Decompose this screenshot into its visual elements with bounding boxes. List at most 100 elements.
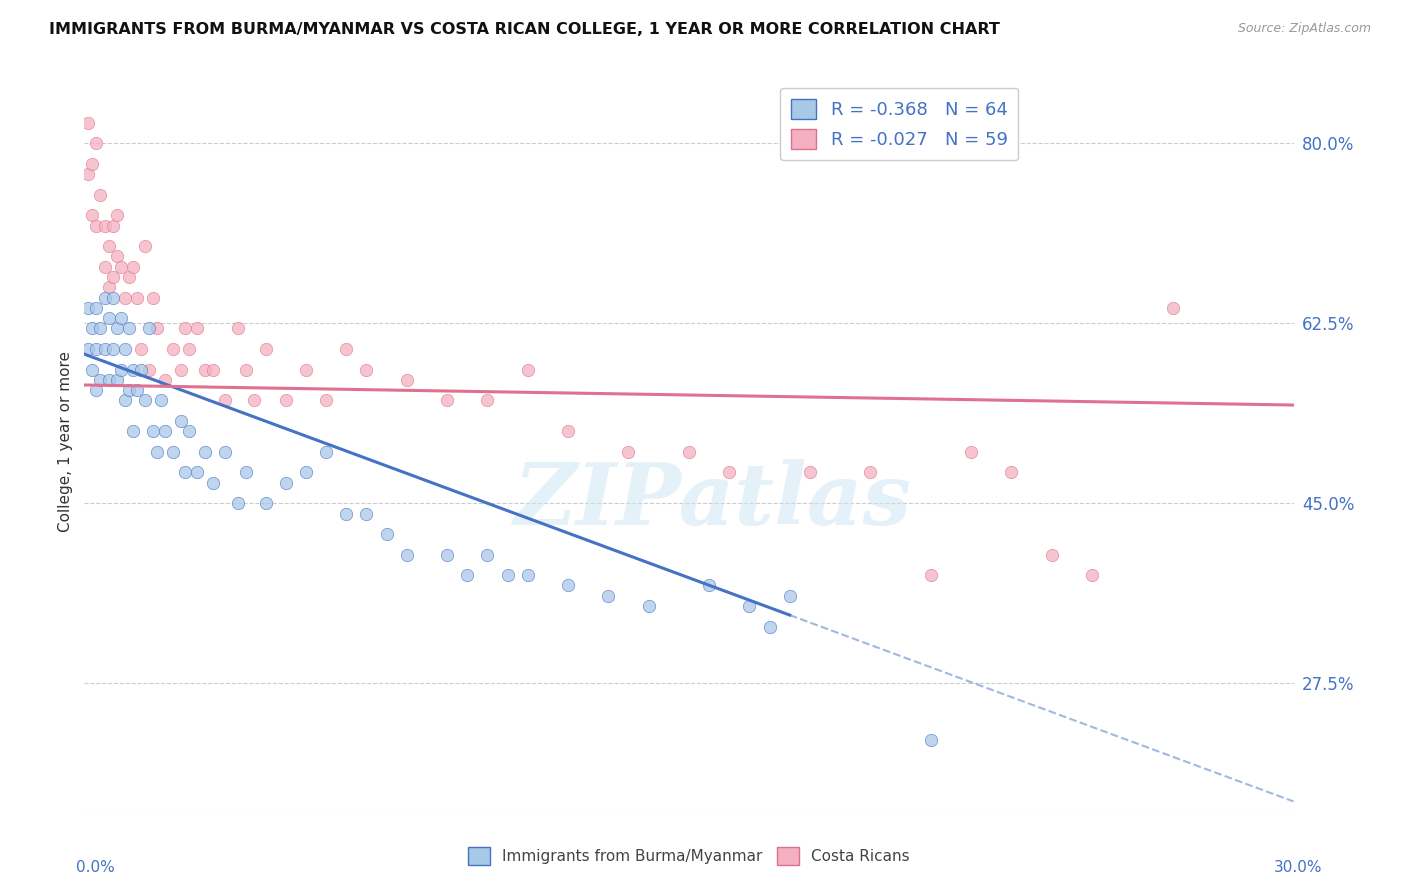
Point [356, 507, 378, 521]
Point [235, 466, 257, 480]
Point [477, 548, 499, 562]
Point [146, 321, 169, 335]
Point [138, 362, 160, 376]
Point [105, 321, 128, 335]
Point [110, 260, 132, 274]
Point [101, 219, 124, 233]
Point [93, 219, 115, 233]
Point [179, 342, 201, 356]
Point [97, 311, 120, 326]
Point [142, 291, 165, 305]
Point [82, 208, 104, 222]
Point [86, 219, 108, 233]
Point [110, 362, 132, 376]
Point [194, 445, 217, 459]
Point [129, 342, 152, 356]
Point [121, 260, 143, 274]
Point [105, 208, 128, 222]
Point [125, 291, 148, 305]
Point [202, 362, 225, 376]
Point [202, 475, 225, 490]
Point [114, 342, 136, 356]
Point [86, 136, 108, 151]
Point [170, 362, 193, 376]
Point [395, 373, 418, 387]
Point [86, 342, 108, 356]
Point [153, 424, 176, 438]
Point [121, 424, 143, 438]
Point [93, 342, 115, 356]
Point [214, 393, 236, 408]
Point [758, 619, 780, 633]
Point [114, 291, 136, 305]
Point [516, 568, 538, 582]
Point [920, 568, 942, 582]
Point [214, 445, 236, 459]
Point [295, 466, 318, 480]
Point [162, 445, 184, 459]
Point [226, 496, 249, 510]
Point [97, 239, 120, 253]
Point [162, 342, 184, 356]
Point [170, 414, 193, 428]
Point [101, 342, 124, 356]
Point [375, 527, 398, 541]
Point [718, 466, 741, 480]
Point [960, 445, 983, 459]
Point [77, 301, 100, 315]
Point [179, 424, 201, 438]
Point [395, 548, 418, 562]
Text: 0.0%: 0.0% [76, 860, 115, 874]
Point [93, 260, 115, 274]
Text: 30.0%: 30.0% [1274, 860, 1322, 874]
Point [1081, 568, 1104, 582]
Point [93, 291, 115, 305]
Point [678, 445, 700, 459]
Text: ZIPatlas: ZIPatlas [515, 459, 912, 542]
Point [235, 362, 257, 376]
Point [174, 321, 197, 335]
Point [315, 445, 337, 459]
Point [121, 362, 143, 376]
Point [226, 321, 249, 335]
Point [1000, 466, 1022, 480]
Point [456, 568, 478, 582]
Point [118, 270, 141, 285]
Point [557, 578, 579, 592]
Point [82, 157, 104, 171]
Point [274, 393, 297, 408]
Point [335, 507, 357, 521]
Point [142, 424, 165, 438]
Point [97, 280, 120, 294]
Point [356, 362, 378, 376]
Point [254, 496, 277, 510]
Point [89, 187, 111, 202]
Point [77, 167, 100, 181]
Point [86, 383, 108, 397]
Point [138, 321, 160, 335]
Point [779, 589, 801, 603]
Point [242, 393, 264, 408]
Point [134, 239, 156, 253]
Point [186, 321, 208, 335]
Legend: Immigrants from Burma/Myanmar, Costa Ricans: Immigrants from Burma/Myanmar, Costa Ric… [463, 841, 915, 871]
Text: Source: ZipAtlas.com: Source: ZipAtlas.com [1237, 22, 1371, 36]
Point [82, 362, 104, 376]
Point [274, 475, 297, 490]
Point [101, 270, 124, 285]
Point [153, 373, 176, 387]
Point [105, 373, 128, 387]
Point [134, 393, 156, 408]
Point [89, 321, 111, 335]
Point [598, 589, 620, 603]
Point [477, 393, 499, 408]
Point [697, 578, 720, 592]
Point [859, 466, 882, 480]
Point [77, 116, 100, 130]
Point [1161, 301, 1184, 315]
Point [110, 311, 132, 326]
Point [82, 321, 104, 335]
Point [86, 301, 108, 315]
Point [186, 466, 208, 480]
Point [77, 342, 100, 356]
